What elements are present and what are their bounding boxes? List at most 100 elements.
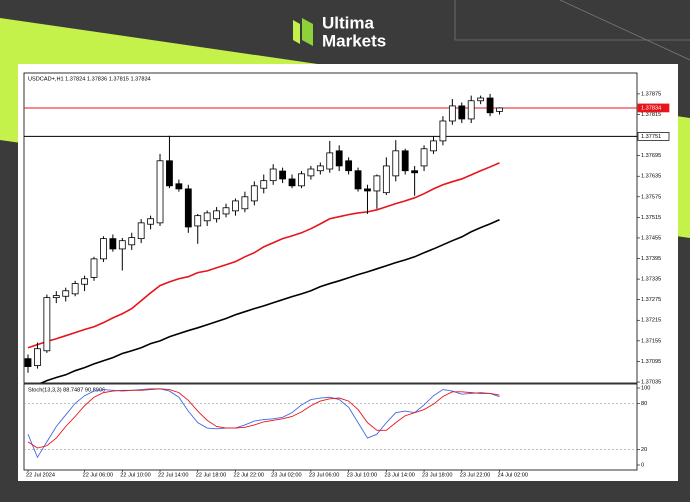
candle-body: [411, 170, 419, 174]
candle-body: [496, 107, 503, 112]
y-tick-label: 1.37635: [641, 174, 661, 180]
candle-body: [448, 105, 456, 122]
candle-body: [194, 215, 202, 227]
stoch-line: [27, 388, 500, 459]
x-tick-label: 23 Jul 22:00: [460, 472, 490, 478]
candle-body: [401, 150, 409, 172]
chart-panel: [18, 64, 678, 481]
price-label: 1.37751: [641, 134, 661, 140]
candle-body: [269, 168, 277, 182]
y-tick-label: 1.37095: [641, 359, 661, 365]
y-tick-label: 0: [641, 462, 644, 468]
candle-body: [241, 196, 249, 210]
x-tick-label: 22 Jul 22:00: [233, 472, 263, 478]
main-plot: [24, 93, 637, 383]
x-tick-label: 22 Jul 06:00: [83, 472, 113, 478]
candle-body: [62, 290, 70, 297]
y-tick-label: 1.37035: [641, 379, 661, 385]
candle-body: [307, 168, 315, 177]
candle-body: [232, 200, 239, 212]
candle-body: [373, 175, 381, 192]
x-tick-label: 23 Jul 18:00: [422, 472, 452, 478]
price-label-box: [637, 132, 670, 141]
candle-body: [43, 297, 51, 352]
y-tick-label: 1.37275: [641, 297, 661, 303]
logo: Ultima Markets: [293, 13, 386, 50]
x-tick-label: 24 Jul 02:00: [498, 472, 528, 478]
y-tick-label: 20: [641, 447, 647, 453]
y-tick-label: 1.37575: [641, 194, 661, 200]
candle-body: [260, 180, 268, 189]
y-tick-label: 1.37335: [641, 277, 661, 283]
y-tick-label: 1.37215: [641, 318, 661, 324]
candle-body: [279, 170, 287, 180]
candle-body: [137, 222, 145, 240]
stoch-plot-frame: [23, 383, 638, 471]
brand-text: Markets: [322, 31, 386, 50]
candle-body: [90, 258, 98, 278]
y-tick-label: 1.37515: [641, 215, 661, 221]
candle-body: [203, 212, 211, 222]
candle-body: [100, 238, 107, 260]
candle-body: [316, 165, 324, 172]
candle-body: [420, 148, 428, 167]
stoch-line: [27, 388, 500, 449]
brand-text: Ultima: [322, 13, 375, 32]
y-tick-label: 80: [641, 401, 647, 407]
y-tick-label: 1.37395: [641, 256, 661, 262]
candle-body: [486, 97, 494, 114]
candle-body: [250, 185, 258, 202]
candle-body: [147, 218, 154, 225]
candle-body: [128, 237, 136, 246]
axes: 1.37875 1.37815 1.37695 1.37635 1.37575 1.375…: [26, 91, 670, 478]
y-tick-label: 1.37455: [641, 235, 661, 241]
candle-body: [477, 97, 485, 102]
indicator-title: Stoch(13,3,3) 88.7487 90.8906: [28, 387, 105, 393]
candle-body: [213, 210, 221, 220]
price-label-box: [637, 103, 670, 113]
main-plot-frame: [23, 72, 638, 384]
x-tick-label: 22 Jul 2024: [26, 472, 55, 478]
candle-body: [345, 160, 353, 172]
candle-body: [439, 120, 447, 142]
candle-body: [109, 238, 117, 250]
candle-body: [364, 188, 371, 192]
candle-body: [354, 170, 362, 190]
candle-body: [430, 140, 437, 152]
y-tick-label: 1.37875: [641, 91, 661, 97]
x-tick-label: 22 Jul 18:00: [196, 472, 226, 478]
candle-body: [52, 295, 60, 299]
chart-title: USDCAD+,H1 1.37824 1.37836 1.37815 1.378…: [28, 76, 151, 82]
candle-body: [184, 188, 192, 228]
candle-body: [118, 240, 126, 250]
logo-mark: [293, 20, 300, 44]
candle-body: [175, 183, 183, 190]
candle-body: [71, 283, 79, 295]
stoch-plot: [24, 388, 637, 459]
candle-body: [24, 358, 32, 367]
logo-mark: [302, 18, 313, 46]
moving-average: [27, 162, 500, 349]
x-tick-label: 23 Jul 02:00: [271, 472, 301, 478]
decor-line: [559, 0, 690, 61]
y-tick-label: 1.37815: [641, 112, 661, 118]
candle-body: [288, 178, 296, 187]
candle-body: [222, 207, 230, 215]
candle-body: [335, 150, 343, 167]
candle-body: [458, 105, 466, 120]
y-tick-label: 100: [641, 385, 650, 391]
y-tick-label: 1.37695: [641, 153, 661, 159]
candle-body: [467, 100, 475, 120]
candle-body: [382, 165, 390, 194]
y-tick-label: 1.37155: [641, 338, 661, 344]
x-tick-label: 22 Jul 14:00: [158, 472, 188, 478]
candle-body: [326, 152, 334, 170]
candle-body: [81, 278, 88, 285]
moving-average: [39, 219, 500, 383]
x-tick-label: 23 Jul 06:00: [309, 472, 339, 478]
x-tick-label: 23 Jul 10:00: [347, 472, 377, 478]
decor-line: [454, 0, 690, 41]
candle-body: [166, 160, 173, 187]
